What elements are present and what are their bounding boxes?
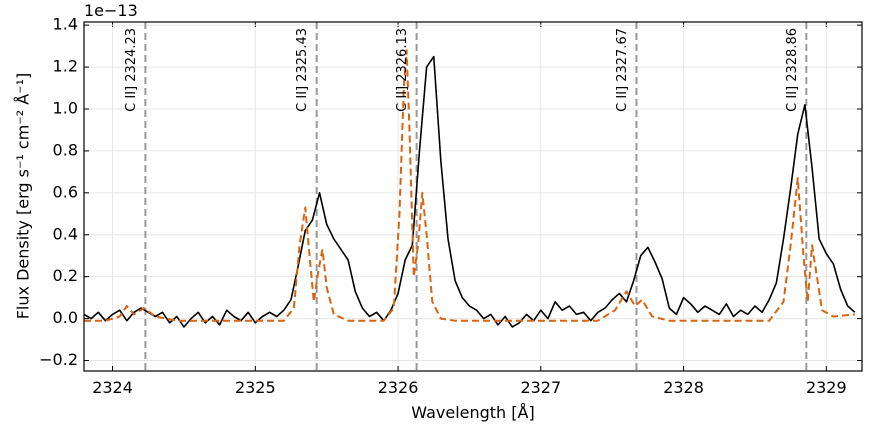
y-tick-label: 0.4 [53, 224, 78, 243]
reference-label: C II] 2324.23 [124, 28, 139, 112]
y-tick-label: 0.2 [53, 266, 78, 285]
x-tick-label: 2329 [806, 378, 847, 397]
spectrum-line [83, 55, 856, 328]
reference-label: C II] 2325.43 [295, 28, 310, 112]
y-tick-label: 0.0 [53, 308, 78, 327]
reference-label: C II] 2328.86 [785, 28, 800, 112]
y-tick-label: 1.0 [53, 98, 78, 117]
x-axis-label: Wavelength [Å] [411, 403, 534, 422]
x-tick-label: 2325 [235, 378, 276, 397]
y-tick-label: 1.2 [53, 57, 78, 76]
reference-label: C II] 2326.13 [395, 28, 410, 112]
x-tick-label: 2326 [378, 378, 419, 397]
y-tick-label: 0.8 [53, 140, 78, 159]
reference-label: C II] 2327.67 [615, 28, 630, 112]
y-tick-label: −0.2 [39, 350, 78, 369]
x-tick-label: 2324 [92, 378, 133, 397]
plot-frame [83, 21, 863, 372]
offset-label: 1e−13 [84, 1, 138, 20]
x-tick-label: 2328 [663, 378, 704, 397]
x-tick-label: 2327 [520, 378, 561, 397]
y-axis-label: Flux Density [erg s⁻¹ cm⁻² Å⁻¹] [14, 73, 33, 320]
model-line [84, 49, 855, 322]
y-tick-label: 0.6 [53, 182, 78, 201]
y-tick-label: 1.4 [53, 15, 78, 34]
